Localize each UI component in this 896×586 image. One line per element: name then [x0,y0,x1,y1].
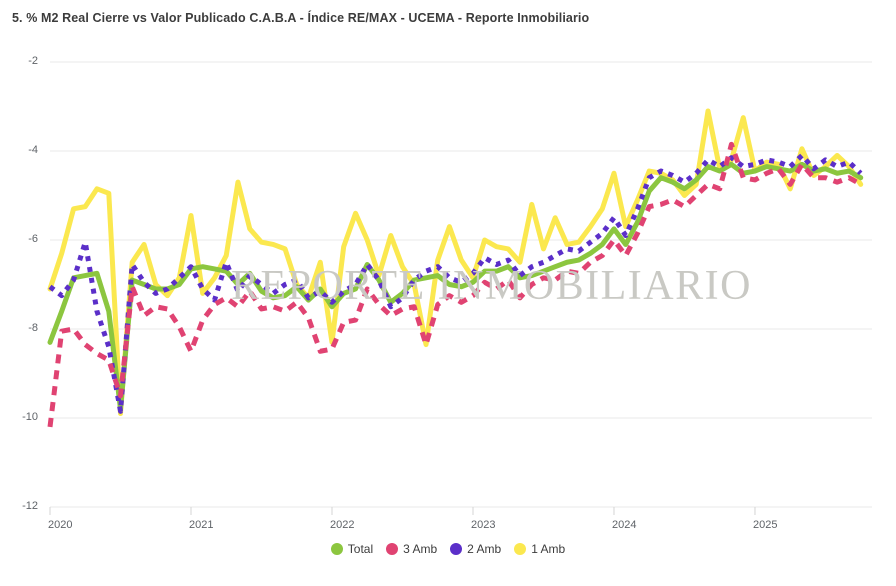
series-line-total [47,161,864,412]
series-line-2-amb [48,152,863,414]
legend-item-3-amb[interactable]: 3 Amb [386,542,437,556]
legend-swatch-icon [450,543,463,555]
x-axis-tick-label: 2020 [48,519,73,531]
x-axis-tick-label: 2023 [470,519,496,531]
y-axis-tick-label: -12 [22,500,38,512]
legend-item-total[interactable]: Total [330,542,374,556]
legend-swatch-icon [330,543,343,555]
legend-swatch-icon [386,543,399,555]
legend-label: 1 Amb [531,542,566,556]
legend-label: 2 Amb [467,542,502,556]
legend-label: Total [347,542,374,556]
x-axis-tick-label: 2025 [752,519,778,531]
x-axis-ticks [49,507,756,515]
chart-title: 5. % M2 Real Cierre vs Valor Publicado C… [12,11,590,25]
y-axis-tick-label: -8 [28,322,38,334]
legend-swatch-icon [514,543,527,555]
y-axis-tick-label: -4 [28,144,38,156]
x-axis-tick-label: 2021 [188,519,214,531]
y-axis-tick-label: -6 [28,233,38,245]
gridlines [50,61,872,508]
legend-item-1-amb[interactable]: 1 Amb [514,542,565,556]
legend-label: 3 Amb [403,542,438,556]
series-layer [47,108,864,428]
series-line-1-amb [47,108,864,417]
y-axis-tick-label: -2 [28,55,38,67]
legend-item-2-amb[interactable]: 2 Amb [450,542,501,556]
y-axis-tick-label: -10 [22,411,38,423]
chart-legend: Total 3 Amb 2 Amb 1 Amb [0,542,896,556]
x-axis-tick-label: 2022 [329,519,355,531]
x-axis-tick-label: 2024 [611,519,637,531]
